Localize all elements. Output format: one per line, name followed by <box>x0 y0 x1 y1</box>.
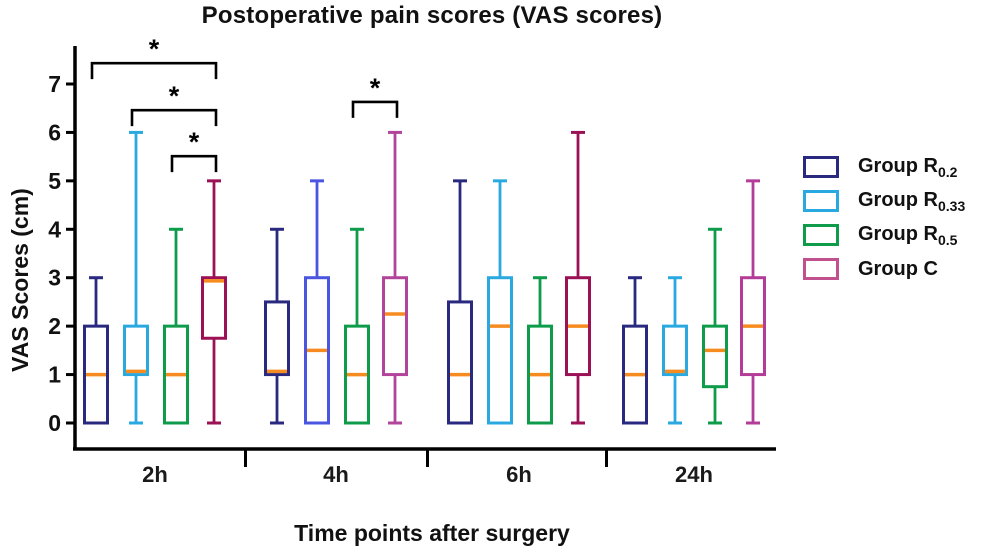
y-tick-label: 4 <box>48 216 61 242</box>
y-tick-label: 7 <box>48 71 61 97</box>
chart-legend: Group R0.2 Group R0.33 Group R0.5 Group C <box>803 150 965 286</box>
box-group-r0-33 <box>123 324 149 377</box>
chart-title: Postoperative pain scores (VAS scores) <box>201 2 663 29</box>
box-group-r0-2 <box>264 300 290 377</box>
significance-bracket <box>90 61 218 80</box>
significance-bracket <box>170 154 218 173</box>
legend-label: Group R0.33 <box>858 188 966 214</box>
significance-asterisk: * <box>370 73 381 103</box>
x-category-label: 24h <box>675 462 713 487</box>
x-axis-title: Time points after surgery <box>294 520 570 546</box>
significance-asterisk: * <box>169 81 180 111</box>
legend-item: Group R0.33 <box>803 184 965 218</box>
legend-swatch <box>803 258 839 280</box>
legend-swatch <box>803 224 839 246</box>
significance-bracket <box>351 100 399 118</box>
box-group-r0-2 <box>447 300 473 425</box>
legend-label: Group R0.5 <box>858 222 958 248</box>
legend-swatch <box>803 156 839 178</box>
y-tick-label: 6 <box>48 119 61 145</box>
legend-label: Group R0.2 <box>858 154 958 180</box>
x-category-label: 4h <box>323 462 349 487</box>
legend-label: Group C <box>858 258 938 280</box>
legend-item: Group R0.5 <box>803 218 965 252</box>
box-group-r0-33 <box>487 276 513 425</box>
significance-asterisk: * <box>189 127 200 157</box>
legend-item: Group C <box>803 252 965 286</box>
box-group-c <box>201 276 227 340</box>
box-group-c <box>382 276 408 377</box>
significance-bracket <box>130 108 218 127</box>
box-group-r0-33 <box>662 324 688 377</box>
legend-swatch <box>803 190 839 212</box>
legend-item: Group R0.2 <box>803 150 965 184</box>
y-tick-label: 3 <box>48 265 61 291</box>
significance-asterisk: * <box>149 34 160 64</box>
x-category-label: 6h <box>506 462 532 487</box>
y-tick-label: 1 <box>48 362 61 388</box>
x-category-label: 2h <box>142 462 168 487</box>
box-group-r0-5 <box>702 324 728 389</box>
y-tick-label: 5 <box>48 168 61 194</box>
y-tick-label: 0 <box>48 410 61 436</box>
y-tick-label: 2 <box>48 313 61 339</box>
